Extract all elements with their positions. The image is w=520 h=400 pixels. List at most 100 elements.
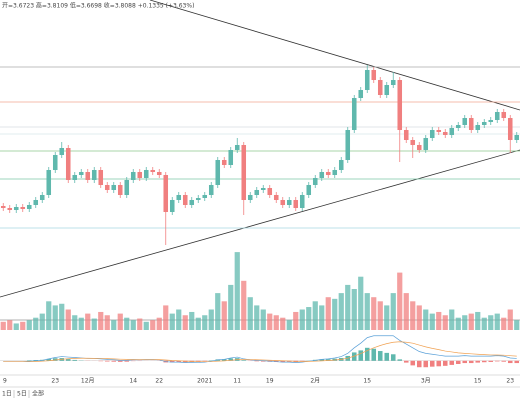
volume-bar bbox=[163, 305, 169, 330]
macd-bar bbox=[416, 360, 422, 368]
macd-bar bbox=[436, 360, 442, 367]
volume-bar bbox=[429, 313, 435, 330]
macd-bar bbox=[169, 360, 175, 363]
candle-body bbox=[163, 175, 169, 212]
volume-bar bbox=[150, 320, 156, 330]
volume-bar bbox=[455, 317, 461, 330]
candle-body bbox=[442, 132, 448, 135]
candle-body bbox=[267, 188, 273, 195]
candle-body bbox=[260, 188, 266, 190]
macd-bar bbox=[195, 360, 201, 362]
candle-body bbox=[195, 198, 201, 200]
candle-body bbox=[280, 200, 286, 205]
macd-bar bbox=[46, 358, 52, 361]
macd-bar bbox=[364, 347, 370, 361]
x-tick-label: 11 bbox=[233, 378, 241, 385]
candle-body bbox=[169, 200, 175, 212]
dea-line bbox=[3, 341, 517, 363]
volume-bar bbox=[501, 317, 507, 330]
candle-body bbox=[13, 207, 19, 210]
macd-bar bbox=[507, 360, 513, 364]
volume-bar bbox=[416, 305, 422, 330]
candle-body bbox=[397, 80, 403, 130]
candle-body bbox=[91, 170, 97, 180]
candle-body bbox=[85, 172, 91, 180]
volume-bar bbox=[332, 298, 338, 330]
candle-body bbox=[7, 208, 13, 210]
volume-bar bbox=[423, 309, 429, 330]
candle-body bbox=[384, 85, 390, 95]
volume-bar bbox=[39, 313, 45, 330]
volume-bar bbox=[436, 311, 442, 330]
volume-bar bbox=[241, 280, 247, 330]
volume-bar bbox=[20, 321, 26, 330]
volume-bar bbox=[52, 305, 58, 330]
candle-body bbox=[293, 200, 299, 208]
volume-bar bbox=[143, 321, 149, 330]
macd-bar bbox=[442, 360, 448, 366]
candle-body bbox=[429, 130, 435, 138]
macd-bar bbox=[351, 352, 357, 361]
candle-body bbox=[182, 195, 188, 205]
candle-body bbox=[130, 172, 136, 180]
volume-bar bbox=[449, 309, 455, 330]
volume-bar bbox=[481, 317, 487, 330]
volume-bar bbox=[345, 284, 351, 330]
range-button[interactable]: 全部 bbox=[32, 390, 44, 398]
candle-body bbox=[332, 170, 338, 175]
volume-bar bbox=[78, 317, 84, 330]
candle-body bbox=[20, 207, 26, 209]
volume-bar bbox=[137, 318, 143, 330]
volume-bar bbox=[33, 317, 39, 330]
candle-body bbox=[137, 172, 143, 178]
macd-bar bbox=[319, 359, 325, 361]
candle-body bbox=[481, 122, 487, 125]
x-tick-label: 2月 bbox=[310, 378, 320, 385]
volume-bar bbox=[325, 297, 331, 330]
volume-bar bbox=[91, 318, 97, 330]
macd-bar bbox=[481, 360, 487, 363]
candle-body bbox=[124, 180, 130, 195]
volume-bar bbox=[514, 320, 520, 330]
macd-bar bbox=[397, 359, 403, 361]
ohlc-header: 开=3.6723 高=3.8109 低=3.6698 收=3.8088 +0.1… bbox=[2, 2, 194, 10]
macd-bar bbox=[455, 360, 461, 364]
macd-bar bbox=[228, 358, 234, 361]
volume-bar bbox=[98, 311, 104, 330]
volume-bar bbox=[247, 297, 253, 330]
volume-bar bbox=[111, 320, 117, 330]
range-button[interactable]: 1日 bbox=[2, 391, 12, 398]
volume-bar bbox=[156, 317, 162, 330]
candle-body bbox=[423, 138, 429, 150]
candle-body bbox=[462, 118, 468, 125]
candle-body bbox=[26, 205, 32, 209]
macd-bar bbox=[403, 360, 409, 363]
candle-body bbox=[189, 200, 195, 205]
macd-bar bbox=[429, 360, 435, 367]
macd-bar bbox=[423, 360, 429, 368]
candle-body bbox=[455, 125, 461, 128]
candle-body bbox=[501, 112, 507, 118]
volume-bar bbox=[390, 293, 396, 330]
macd-bar bbox=[65, 359, 71, 361]
range-button[interactable]: 5日 bbox=[17, 391, 27, 398]
volume-bar bbox=[72, 315, 78, 330]
candle-body bbox=[234, 145, 240, 150]
macd-bar bbox=[449, 360, 455, 365]
candle-body bbox=[247, 195, 253, 200]
macd-bar bbox=[488, 360, 494, 362]
candle-body bbox=[403, 130, 409, 140]
candle-body bbox=[228, 150, 234, 165]
volume-bar bbox=[299, 309, 305, 330]
macd-bar bbox=[390, 354, 396, 361]
candle-body bbox=[215, 160, 221, 185]
candle-body bbox=[208, 185, 214, 195]
candle-body bbox=[65, 148, 71, 180]
x-tick-label: 9 bbox=[3, 378, 7, 385]
volume-bar bbox=[85, 313, 91, 330]
candle-body bbox=[104, 185, 110, 190]
x-tick-label: 23 bbox=[51, 378, 59, 385]
candle-body bbox=[286, 200, 292, 205]
candle-body bbox=[345, 130, 351, 160]
